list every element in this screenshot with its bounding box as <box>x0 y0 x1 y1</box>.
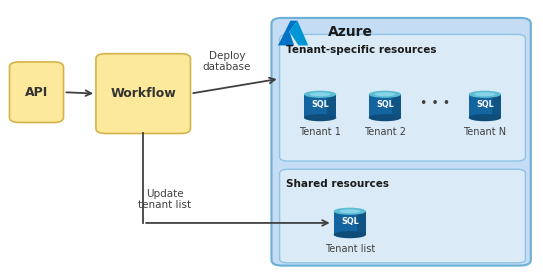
Bar <box>392 94 401 118</box>
Text: Tenant list: Tenant list <box>325 244 375 254</box>
FancyBboxPatch shape <box>280 34 526 161</box>
FancyBboxPatch shape <box>272 18 531 265</box>
Ellipse shape <box>304 91 336 98</box>
Text: SQL: SQL <box>311 100 329 109</box>
Polygon shape <box>289 21 308 45</box>
Text: SQL: SQL <box>476 100 494 109</box>
Polygon shape <box>278 21 298 45</box>
FancyBboxPatch shape <box>280 169 526 263</box>
Ellipse shape <box>375 92 395 96</box>
Ellipse shape <box>333 231 366 238</box>
Bar <box>492 94 501 118</box>
Bar <box>369 94 401 118</box>
Ellipse shape <box>469 91 501 98</box>
Ellipse shape <box>310 92 331 96</box>
Ellipse shape <box>475 92 495 96</box>
Text: Tenant N: Tenant N <box>463 127 507 137</box>
FancyBboxPatch shape <box>9 62 64 123</box>
Text: SQL: SQL <box>341 217 359 226</box>
Bar <box>327 94 336 118</box>
FancyBboxPatch shape <box>96 54 191 133</box>
Text: Update
tenant list: Update tenant list <box>138 189 191 210</box>
Bar <box>304 94 336 118</box>
Text: Azure: Azure <box>328 25 373 39</box>
Ellipse shape <box>333 208 366 215</box>
Text: Tenant-specific resources: Tenant-specific resources <box>286 44 437 54</box>
Text: API: API <box>25 86 48 99</box>
Text: • • •: • • • <box>420 97 450 110</box>
Bar <box>333 211 366 235</box>
Text: Tenant 2: Tenant 2 <box>364 127 406 137</box>
Text: SQL: SQL <box>376 100 394 109</box>
Ellipse shape <box>339 209 361 213</box>
Bar <box>469 94 501 118</box>
Bar <box>357 211 366 235</box>
Text: Deploy
database: Deploy database <box>203 51 251 72</box>
Text: Workflow: Workflow <box>110 87 176 100</box>
Text: Tenant 1: Tenant 1 <box>299 127 341 137</box>
Ellipse shape <box>469 114 501 121</box>
Ellipse shape <box>369 91 401 98</box>
Ellipse shape <box>304 114 336 121</box>
Text: Shared resources: Shared resources <box>286 179 389 189</box>
Ellipse shape <box>369 114 401 121</box>
